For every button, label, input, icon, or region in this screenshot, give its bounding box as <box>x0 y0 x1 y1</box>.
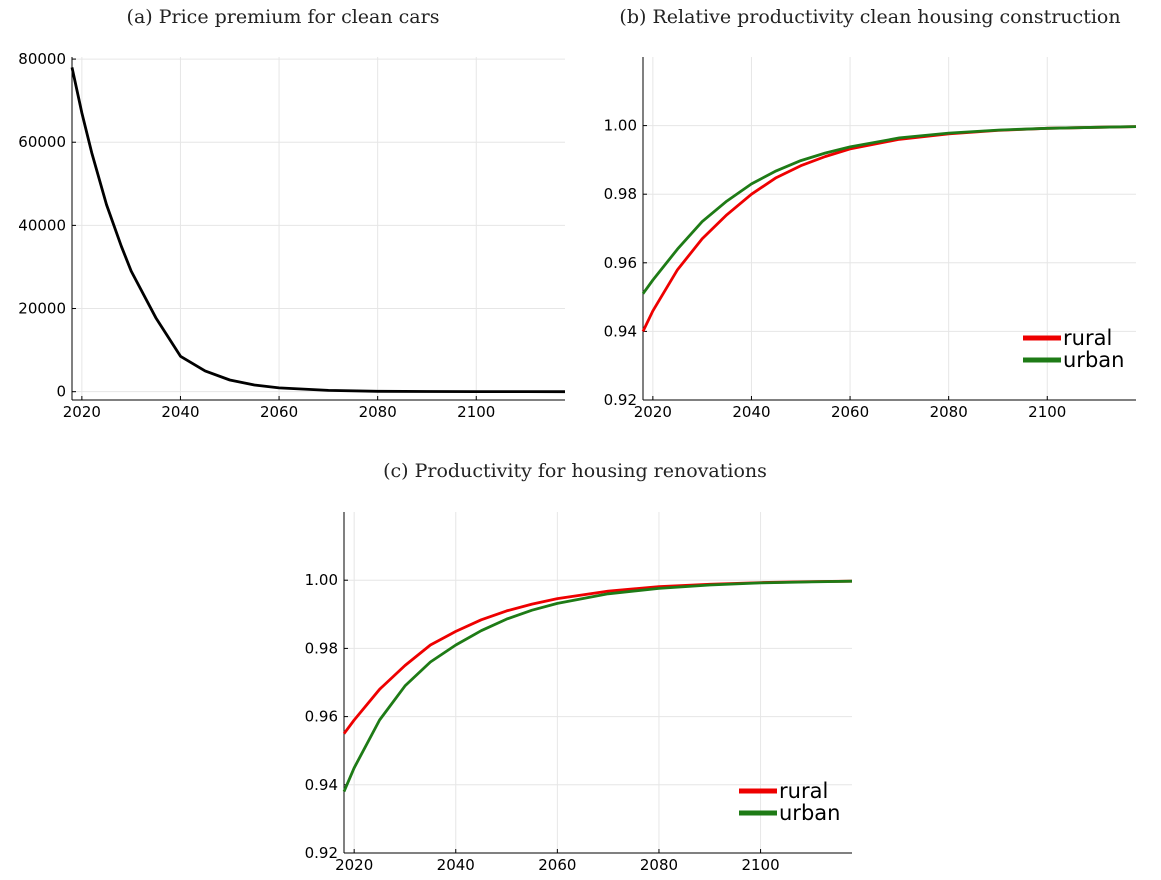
x-tick-label: 2060 <box>831 403 869 421</box>
y-tick-label: 80000 <box>18 50 66 68</box>
x-tick-label: 2060 <box>260 403 298 421</box>
x-tick-label: 2040 <box>732 403 770 421</box>
x-tick-label: 2060 <box>538 856 576 874</box>
chart-title-b: (b) Relative productivity clean housing … <box>619 6 1121 28</box>
x-tick-label: 2040 <box>161 403 199 421</box>
y-tick-label: 0.94 <box>604 322 637 340</box>
legend-label-urban: urban <box>779 801 840 825</box>
chart-b: 2020 2040 2060 2080 2100 0.92 0.94 0.96 0.98 1.00… <box>604 57 1137 421</box>
series-line-main <box>70 67 566 394</box>
chart-c: 2020 2040 2060 2080 2100 0.92 0.94 0.96 0.98 1.00… <box>305 512 853 874</box>
legend-label-rural: rural <box>1063 326 1112 350</box>
x-tick-label: 2080 <box>359 403 397 421</box>
y-tick-label: 0.98 <box>604 185 637 203</box>
y-tick-label: 1.00 <box>305 571 338 589</box>
series-line-rural <box>641 125 1137 333</box>
x-tick-label: 2100 <box>1028 403 1066 421</box>
y-tick-label: 0.96 <box>305 708 338 726</box>
x-tick-label: 2100 <box>741 856 779 874</box>
legend-label-rural: rural <box>779 779 828 803</box>
y-tick-label: 0.92 <box>604 391 637 409</box>
chart-a: 2020 2040 2060 2080 2100 0 20000 40000 60000 8000… <box>18 50 566 421</box>
y-tick-label: 60000 <box>18 133 66 151</box>
x-tick-label: 2020 <box>63 403 101 421</box>
y-tick-label: 1.00 <box>604 117 637 135</box>
x-tick-label: 2100 <box>457 403 495 421</box>
series-line-rural <box>342 579 853 735</box>
y-tick-label: 0.98 <box>305 639 338 657</box>
y-tick-label: 0 <box>56 383 66 401</box>
y-tick-label: 0.92 <box>305 844 338 862</box>
series-line-urban <box>342 579 853 793</box>
series-line-urban <box>641 125 1137 295</box>
x-tick-label: 2040 <box>437 856 475 874</box>
x-tick-label: 2020 <box>335 856 373 874</box>
chart-title-a: (a) Price premium for clean cars <box>126 6 440 28</box>
y-tick-label: 0.96 <box>604 254 637 272</box>
y-tick-label: 0.94 <box>305 776 338 794</box>
y-tick-label: 20000 <box>18 300 66 318</box>
x-tick-label: 2080 <box>640 856 678 874</box>
x-tick-label: 2080 <box>930 403 968 421</box>
chart-title-c: (c) Productivity for housing renovations <box>383 460 767 482</box>
x-tick-label: 2020 <box>634 403 672 421</box>
y-tick-label: 40000 <box>18 216 66 234</box>
legend-label-urban: urban <box>1063 348 1124 372</box>
